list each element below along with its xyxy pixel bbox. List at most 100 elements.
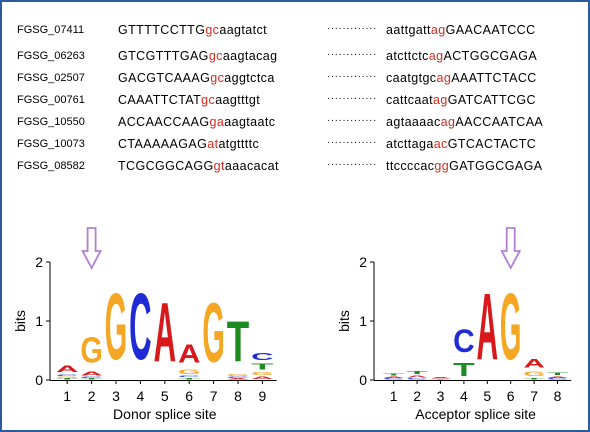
exon-sequence: GATCATTCGC <box>447 93 536 107</box>
acceptor-site-dinucleotide: ag <box>428 49 444 63</box>
y-tick-label: 0 <box>35 372 43 388</box>
logo-letter-T: T <box>406 370 428 375</box>
position-label: 2 <box>413 388 421 404</box>
acceptor-sequence: atcttagaacGTCACTACTC <box>386 135 536 153</box>
logo-letter-G: G <box>500 274 522 380</box>
exon-sequence: CTAAAAAGAG <box>118 137 208 151</box>
logo-letter-A: A <box>178 340 201 369</box>
y-tick-label: 2 <box>359 254 367 270</box>
logo-letter-C: C <box>251 350 274 362</box>
y-tick-label: 1 <box>359 313 367 329</box>
exon-sequence: ACTGGCGAGA <box>443 49 538 63</box>
intron-sequence: atgttttc <box>218 137 260 151</box>
gene-id: FGSG_02507 <box>17 72 85 84</box>
position-label: 5 <box>483 388 491 404</box>
exon-sequence: ACCAACCAAG <box>118 115 210 129</box>
position-label: 7 <box>530 388 538 404</box>
logo-letter-A: A <box>383 376 405 378</box>
logo-letter-A: A <box>80 371 102 377</box>
intron-gap-dots: ············· <box>327 137 377 148</box>
logo-letter-G: G <box>523 370 545 377</box>
alignment-row: FGSG_07411 GTTTTCCTTGgcaagtatct ··········… <box>2 21 588 39</box>
logo-letter-A: A <box>154 286 176 380</box>
donor-sequence: CAAATTCTATgcaagtttgt <box>118 91 260 109</box>
intron-sequence: aagtttgt <box>215 93 261 107</box>
intron-sequence: aagtatct <box>219 23 268 37</box>
exon-sequence: GAACAATCCC <box>445 23 536 37</box>
intron-sequence: aaacacat <box>224 159 279 173</box>
intron-sequence: aagtacag <box>222 49 278 63</box>
gene-id: FGSG_07411 <box>17 24 85 36</box>
gene-id: FGSG_06263 <box>17 50 85 62</box>
exon-sequence: GTCACTACTC <box>447 137 537 151</box>
position-label: 4 <box>460 388 468 404</box>
logo-letter-A: A <box>477 273 499 380</box>
gene-id: FGSG_00761 <box>17 94 85 106</box>
logo-letter-A: A <box>547 376 569 378</box>
y-axis-label: bits <box>336 310 352 332</box>
splice-site-arrow-icon <box>500 227 522 270</box>
donor-site-dinucleotide: gc <box>208 49 223 63</box>
donor-sequence: GTCGTTTGAGgcaagtacag <box>118 47 277 65</box>
acceptor-sequence: atcttctcagACTGGCGAGA <box>386 47 537 65</box>
gene-id: FGSG_10550 <box>17 116 85 128</box>
intron-gap-dots: ············· <box>327 115 377 126</box>
logo-letter-T: T <box>178 378 201 380</box>
logo-letter-C: C <box>547 378 569 380</box>
logo-letter-C: C <box>227 376 250 378</box>
y-tick-label: 2 <box>35 254 43 270</box>
position-label: 3 <box>437 388 445 404</box>
alignment-row: FGSG_10073 CTAAAAAGAGatatgttttc ··········… <box>2 135 588 153</box>
logo-letter-T: T <box>56 378 79 380</box>
alignment-row: FGSG_02507 GACGTCAAAGgcaggtctca ··········… <box>2 69 588 87</box>
intron-sequence: caatgtgc <box>386 71 437 85</box>
intron-sequence: agtaaaac <box>386 115 441 129</box>
logo-letter-T: T <box>227 309 250 373</box>
donor-site-dinucleotide: gt <box>213 159 225 173</box>
intron-sequence: atcttctc <box>386 49 429 63</box>
position-label: 1 <box>63 388 71 404</box>
position-label: 4 <box>137 388 145 404</box>
intron-gap-dots: ············· <box>327 93 377 104</box>
logo-letter-G: G <box>56 377 78 379</box>
donor-site-dinucleotide: at <box>207 137 219 151</box>
logo-letter-C: C <box>129 273 151 379</box>
exon-sequence: CAAATTCTAT <box>118 93 202 107</box>
intron-sequence: aggtctca <box>224 71 275 85</box>
gene-id: FGSG_10073 <box>17 138 85 150</box>
logo-letter-G: G <box>178 368 200 375</box>
logo-letter-C: C <box>56 374 79 376</box>
acceptor-site-dinucleotide: ac <box>433 137 448 151</box>
logo-letter-T: T <box>547 372 569 376</box>
acceptor-sequence: ttccccacggGATGGCGAGA <box>386 157 542 175</box>
logo-letter-C: C <box>406 378 428 380</box>
intron-gap-dots: ············· <box>327 71 377 82</box>
position-label: 6 <box>185 388 193 404</box>
intron-sequence: aagtaatc <box>224 115 276 129</box>
donor-sequence: ACCAACCAAGgaaagtaatc <box>118 113 275 131</box>
intron-gap-dots: ············· <box>327 159 377 170</box>
acceptor-site-dinucleotide: ag <box>432 93 448 107</box>
alignment-row: FGSG_10550 ACCAACCAAGgaaagtaatc ··········… <box>2 113 588 131</box>
intron-gap-dots: ············· <box>327 49 377 60</box>
position-label: 3 <box>112 388 120 404</box>
logo-letter-T: T <box>430 379 452 380</box>
position-label: 6 <box>507 388 515 404</box>
exon-sequence: AACCAATCAA <box>455 115 544 129</box>
position-label: 7 <box>210 388 218 404</box>
exon-sequence: GTCGTTTGAG <box>118 49 209 63</box>
alignment-row: FGSG_06263 GTCGTTTGAGgcaagtacag ··········… <box>2 47 588 65</box>
logo-letter-A: A <box>430 377 452 379</box>
logo-letter-A: A <box>406 375 428 378</box>
logo-caption: Acceptor splice site <box>415 406 536 422</box>
intron-sequence: cattcaat <box>386 93 433 107</box>
alignment-row: FGSG_08582 TCGCGGCAGGgtaaacacat ··········… <box>2 157 588 175</box>
logo-letter-G: G <box>202 287 224 381</box>
donor-sequence: CTAAAAAGAGatatgttttc <box>118 135 259 153</box>
exon-sequence: GATGGCGAGA <box>449 159 543 173</box>
logo-letter-T: T <box>383 373 405 376</box>
donor-sequence: GACGTCAAAGgcaggtctca <box>118 69 275 87</box>
intron-sequence: aattgatt <box>386 23 431 37</box>
gene-id: FGSG_08582 <box>17 160 85 172</box>
